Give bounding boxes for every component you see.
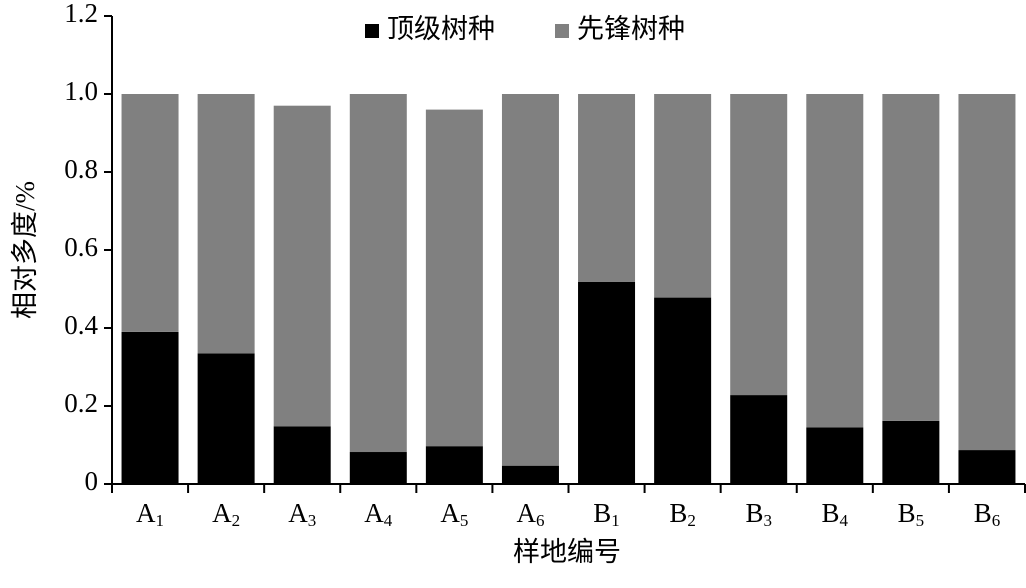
bar-segment [654, 297, 712, 484]
x-tick-label: A5 [440, 498, 468, 530]
x-tick-label: A3 [288, 498, 316, 530]
x-tick-label: B4 [822, 498, 849, 530]
bar-segment [273, 426, 331, 484]
bar-segment [121, 94, 179, 332]
bar-segment [578, 281, 636, 484]
bar-segment [197, 94, 255, 354]
bar-segment [958, 450, 1016, 484]
bar-segment [425, 109, 483, 447]
y-tick-label: 0.4 [64, 310, 98, 340]
y-tick-label: 1.2 [64, 0, 98, 28]
bar-segment [806, 427, 864, 484]
bar-segment [425, 446, 483, 484]
legend-label: 顶级树种 [387, 14, 495, 44]
bar-segment [121, 331, 179, 484]
bar-segment [730, 395, 788, 484]
bar-segment [654, 94, 712, 298]
bar-segment [730, 94, 788, 396]
legend-swatch [365, 24, 379, 38]
x-tick-label: B3 [745, 498, 772, 530]
x-axis-title: 样地编号 [513, 537, 621, 567]
bar-segment [349, 452, 407, 484]
legend-swatch [555, 24, 569, 38]
bar-segment [882, 420, 940, 484]
x-tick-label: A1 [136, 498, 164, 530]
bar-segment [882, 94, 940, 421]
y-tick-label: 0.8 [64, 154, 98, 184]
bar-segment [501, 465, 559, 484]
bar-segment [273, 105, 331, 427]
y-axis-title: 相对多度/% [10, 181, 40, 319]
x-tick-label: B2 [669, 498, 696, 530]
x-tick-label: A4 [364, 498, 393, 530]
bar-segment [958, 94, 1016, 451]
x-tick-label: A6 [516, 498, 544, 530]
x-tick-label: B6 [974, 498, 1001, 530]
legend-label: 先锋树种 [577, 14, 685, 44]
bar-segment [349, 94, 407, 453]
y-tick-label: 0.6 [64, 232, 98, 262]
bar-segment [197, 353, 255, 484]
x-tick-label: A2 [212, 498, 240, 530]
y-tick-label: 0.2 [64, 388, 98, 418]
x-tick-label: B5 [898, 498, 925, 530]
y-tick-label: 0 [85, 466, 99, 496]
bar-segment [806, 94, 864, 428]
bar-segment [578, 94, 636, 282]
bar-segment [501, 94, 559, 466]
y-tick-label: 1.0 [64, 76, 98, 106]
x-tick-label: B1 [593, 498, 620, 530]
